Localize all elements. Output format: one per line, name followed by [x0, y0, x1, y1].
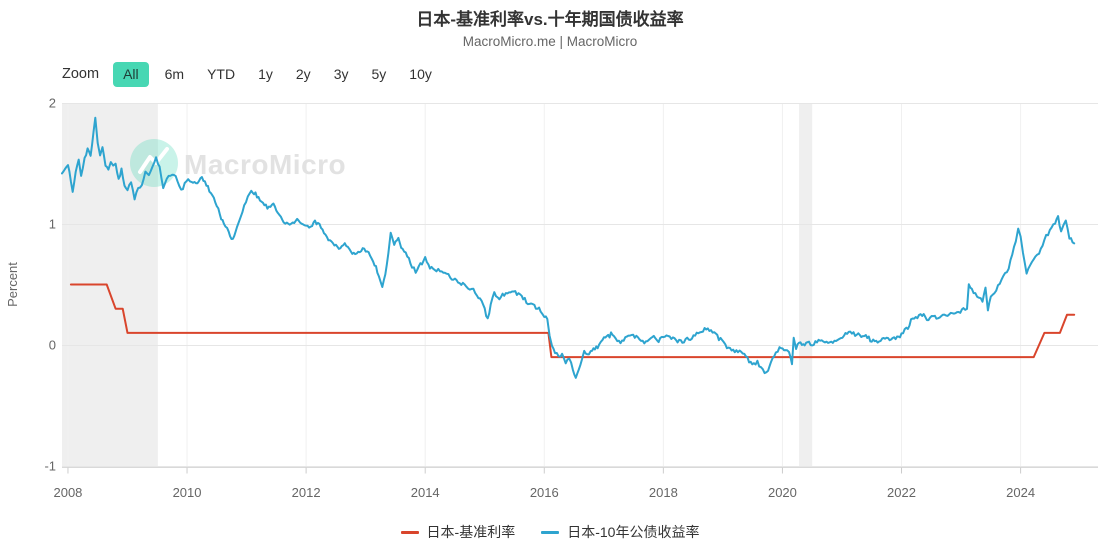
- range-button-1y[interactable]: 1y: [251, 62, 280, 87]
- legend-dash-icon: [541, 530, 560, 534]
- x-axis-label: 2020: [768, 485, 797, 500]
- watermark-chart-icon: [138, 147, 169, 174]
- zoom-label: Zoom: [62, 66, 100, 83]
- series-line-0[interactable]: [69, 283, 1076, 359]
- y-axis-label: 0: [49, 338, 56, 353]
- x-axis-label: 2014: [411, 485, 440, 500]
- x-axis-label: 2016: [530, 485, 559, 500]
- range-button-10y[interactable]: 10y: [402, 62, 439, 87]
- x-axis-label: 2012: [292, 485, 321, 500]
- y-axis-label: -1: [44, 459, 56, 474]
- y-axis-label: 2: [49, 96, 56, 111]
- x-axis-label: 2008: [53, 485, 82, 500]
- recession-band: [799, 103, 813, 466]
- x-axis-label: 2010: [173, 485, 202, 500]
- y-axis-label: 1: [49, 217, 56, 232]
- legend-dash-icon: [400, 530, 419, 534]
- range-buttons: All 6m YTD 1y 2y 3y 5y 10y: [113, 62, 439, 87]
- range-button-2y[interactable]: 2y: [289, 62, 318, 87]
- range-button-all[interactable]: All: [113, 62, 149, 87]
- chart-title: 日本-基准利率vs.十年期国债收益率: [416, 10, 684, 29]
- y-axis-title: Percent: [5, 262, 20, 307]
- range-button-3y[interactable]: 3y: [327, 62, 356, 87]
- x-axis-label: 2022: [887, 485, 916, 500]
- zoom-toolbar: Zoom All 6m YTD 1y 2y 3y 5y 10y: [62, 62, 439, 87]
- range-button-6m[interactable]: 6m: [158, 62, 191, 87]
- series-line-1[interactable]: [61, 116, 1076, 379]
- range-button-ytd[interactable]: YTD: [200, 62, 242, 87]
- legend-label: 日本-基准利率: [426, 524, 516, 540]
- range-button-5y[interactable]: 5y: [364, 62, 393, 87]
- legend-item-1[interactable]: 日本-10年公债收益率: [541, 522, 699, 542]
- chart-subtitle: MacroMicro.me | MacroMicro: [462, 34, 638, 49]
- legend: 日本-基准利率 日本-10年公债收益率: [0, 522, 1100, 542]
- x-axis-label: 2018: [649, 485, 678, 500]
- watermark-text: MacroMicro: [184, 149, 346, 180]
- legend-item-0[interactable]: 日本-基准利率: [400, 522, 516, 542]
- x-axis-label: 2024: [1006, 485, 1035, 500]
- legend-label: 日本-10年公债收益率: [567, 524, 700, 540]
